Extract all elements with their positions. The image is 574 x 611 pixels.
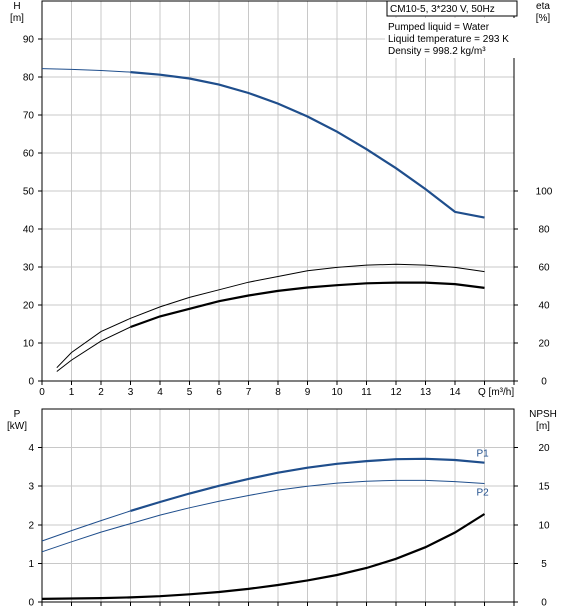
right-tick-label: 40: [538, 301, 550, 312]
series-P2-line: [41, 479, 485, 553]
series-P1-line-bold: [130, 457, 485, 512]
bottom-panel: [38, 408, 518, 606]
left-tick-label: 3: [28, 482, 34, 493]
x-tick-label: 0: [39, 387, 45, 398]
right-tick-label: 20: [538, 339, 550, 350]
x-tick-label: 12: [390, 387, 402, 398]
title-box: [386, 0, 518, 17]
right-tick-label: 15: [538, 482, 550, 493]
series-eta_total-line-bold: [130, 281, 485, 329]
right-tick-label: 0: [541, 377, 547, 388]
x-tick-label: 11: [361, 387, 372, 398]
left-tick-label: 40: [23, 225, 35, 236]
left-tick-label: 90: [23, 35, 35, 46]
x-tick-label: 2: [98, 387, 104, 398]
series-eta_pump-line: [56, 263, 485, 369]
left-tick-label: 60: [23, 149, 35, 160]
x-tick-label: 4: [157, 387, 163, 398]
x-tick-label: 6: [216, 387, 222, 398]
x-tick-label: 8: [275, 387, 281, 398]
x-tick-label: 3: [128, 387, 134, 398]
left-tick-label: 2: [28, 520, 34, 531]
x-tick-label: 9: [305, 387, 311, 398]
left-tick-label: 70: [23, 111, 35, 122]
x-tick-label: 13: [420, 387, 432, 398]
left-tick-label: 4: [28, 443, 34, 454]
x-tick-label: 1: [69, 387, 75, 398]
left-axis-unit: [m]: [10, 13, 24, 24]
left-axis-title: H: [13, 1, 20, 12]
x-axis-label: Q [m³/h]: [478, 387, 514, 398]
left-tick-label: 0: [28, 598, 34, 609]
left-tick-label: 20: [23, 301, 35, 312]
right-tick-label: 100: [536, 187, 553, 198]
left-tick-label: 10: [23, 339, 35, 350]
series-P1-line: [41, 510, 131, 542]
right-tick-label: 60: [538, 263, 550, 274]
series-NPSH-line-bold: [41, 513, 486, 600]
info-line: Pumped liquid = Water: [388, 22, 490, 33]
left-tick-label: 0: [28, 377, 34, 388]
right-tick-label: 80: [538, 225, 550, 236]
x-tick-label: 14: [449, 387, 461, 398]
left-tick-label: 50: [23, 187, 35, 198]
series-eta_total-line: [56, 326, 131, 372]
x-tick-label: 7: [246, 387, 252, 398]
legend-label-P1: P1: [477, 449, 490, 460]
left-tick-label: 80: [23, 73, 35, 84]
right-axis-title: NPSH: [529, 409, 557, 420]
info-line: Liquid temperature = 293 K: [388, 34, 509, 45]
legend-label-P2: P2: [477, 487, 490, 498]
top-panel: [38, 0, 518, 385]
right-axis-unit: [%]: [536, 13, 551, 24]
info-box: [385, 18, 516, 58]
left-tick-label: 1: [28, 559, 34, 570]
right-axis-unit: [m]: [536, 421, 550, 432]
left-tick-label: 30: [23, 263, 35, 274]
right-tick-label: 10: [538, 520, 550, 531]
series-H-line-bold: [130, 71, 485, 219]
left-axis-title: P: [14, 409, 21, 420]
right-tick-label: 0: [541, 598, 547, 609]
right-tick-label: 5: [541, 559, 547, 570]
right-tick-label: 20: [538, 443, 550, 454]
series-H-line: [41, 68, 131, 73]
right-axis-title: eta: [536, 1, 550, 12]
info-line: Density = 998.2 kg/m³: [388, 46, 486, 57]
chart-title: CM10-5, 3*230 V, 50Hz: [390, 4, 495, 15]
x-tick-label: 10: [331, 387, 343, 398]
x-tick-label: 5: [187, 387, 193, 398]
left-axis-unit: [kW]: [7, 421, 27, 432]
